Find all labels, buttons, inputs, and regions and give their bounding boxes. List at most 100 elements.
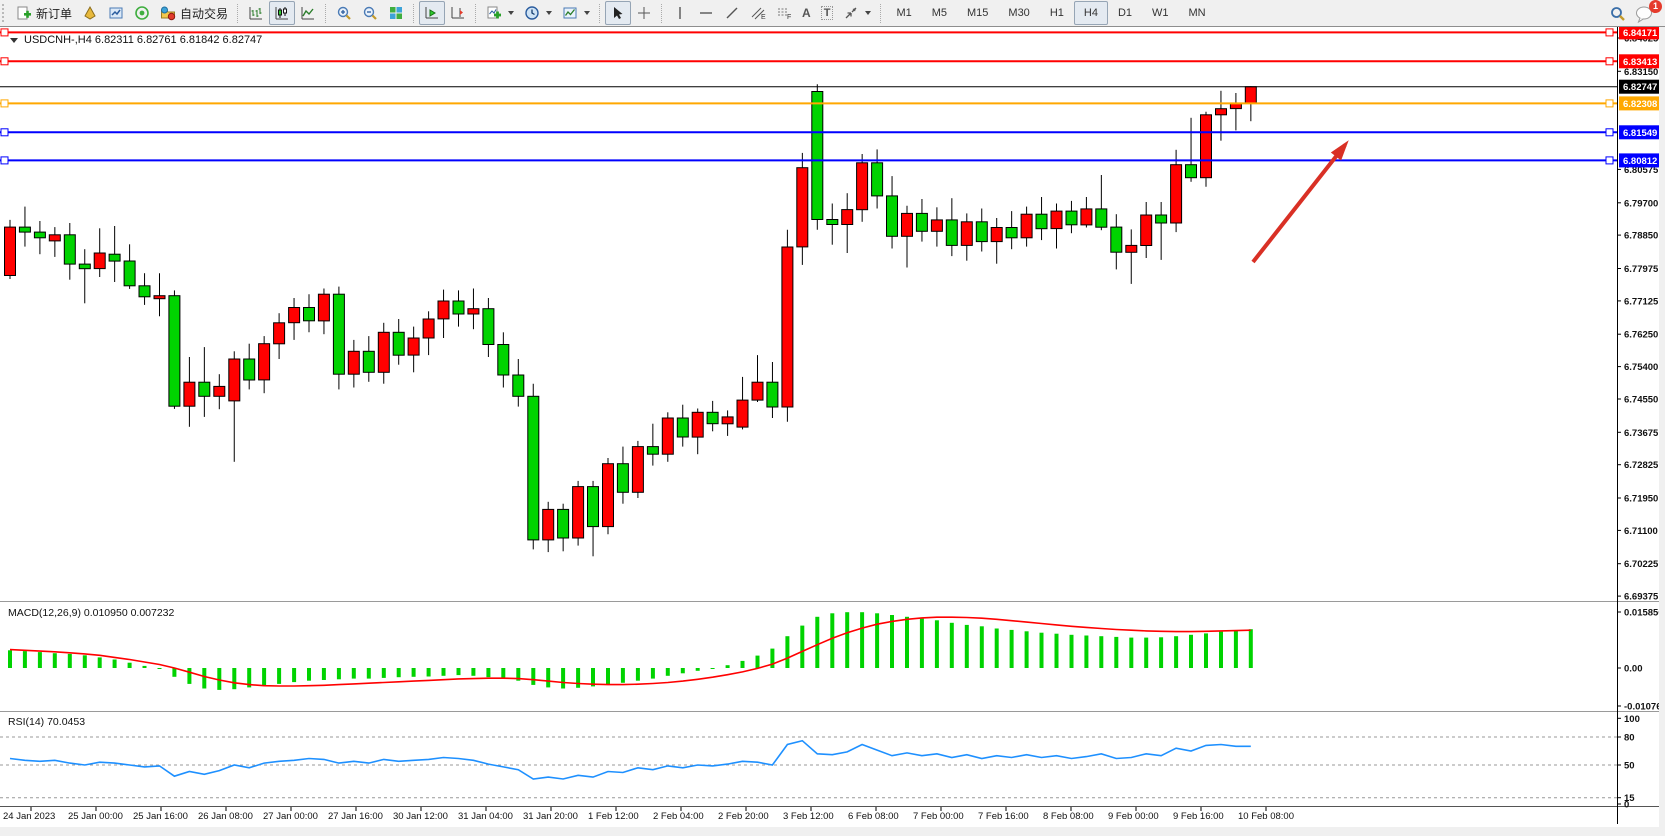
trendline-tool-button[interactable] <box>719 1 745 25</box>
hline-handle[interactable] <box>0 156 9 165</box>
text-label-tool-button[interactable]: T <box>816 1 839 25</box>
collapse-triangle-icon[interactable] <box>10 37 18 43</box>
timeframe-m30-button[interactable]: M30 <box>998 1 1039 25</box>
auto-scroll-button[interactable] <box>419 1 446 25</box>
periods-button[interactable] <box>519 1 557 25</box>
timeframe-h4-button[interactable]: H4 <box>1073 1 1108 25</box>
macd-histogram-bar <box>620 668 625 683</box>
trend-arrow-annotation[interactable] <box>1251 140 1349 264</box>
svg-text:6.83413: 6.83413 <box>1623 57 1657 68</box>
periods-dropdown-arrow[interactable] <box>546 11 553 15</box>
candle-body <box>377 331 390 373</box>
macd-histogram-bar <box>456 668 461 676</box>
candle-body <box>1185 164 1197 179</box>
cursor-tool-button[interactable] <box>605 1 632 25</box>
chart-area[interactable]: 6.840256.831506.805756.797006.788506.779… <box>0 27 1665 836</box>
hline-handle[interactable] <box>1605 156 1614 165</box>
signals-button[interactable] <box>129 1 155 25</box>
text-tool-button[interactable]: A <box>797 1 816 25</box>
search-icon[interactable] <box>1609 5 1625 21</box>
horizontal-line-tool-button[interactable] <box>693 1 719 25</box>
chart-canvas[interactable]: 6.840256.831506.805756.797006.788506.779… <box>0 27 1665 836</box>
macd-histogram-bar <box>1084 635 1089 668</box>
tile-windows-button[interactable] <box>383 1 409 25</box>
macd-histogram-bar <box>1039 632 1044 668</box>
time-axis-label: 25 Jan 00:00 <box>68 811 123 822</box>
hline-handle[interactable] <box>1605 57 1614 66</box>
timeframe-w1-button[interactable]: W1 <box>1142 1 1179 25</box>
timeframe-m5-button[interactable]: M5 <box>922 1 957 25</box>
toolbar-separator <box>325 3 327 23</box>
price-tag <box>1619 27 1663 40</box>
candle-body <box>1065 210 1078 226</box>
hline-handle[interactable] <box>0 99 9 108</box>
candle-body <box>303 307 315 322</box>
arrows-tool-button[interactable] <box>838 1 876 25</box>
line-chart-mode-button[interactable] <box>295 1 321 25</box>
hline-handle[interactable] <box>0 128 9 137</box>
timeframe-mn-button[interactable]: MN <box>1179 1 1216 25</box>
zoom-in-button[interactable] <box>331 1 357 25</box>
timeframe-label: H4 <box>1083 7 1098 19</box>
auto-trading-label: 自动交易 <box>180 6 229 21</box>
hline-handle[interactable] <box>1605 99 1614 108</box>
hline-handle[interactable] <box>0 28 9 37</box>
zoom-out-button[interactable] <box>357 1 383 25</box>
rsi-axis-tick: 80 <box>1624 733 1635 744</box>
indicators-dropdown-arrow[interactable] <box>508 11 515 15</box>
candle-body <box>467 308 480 315</box>
candle-body <box>915 212 928 232</box>
macd-histogram-bar <box>875 613 880 668</box>
crosshair-tool-button[interactable] <box>631 1 657 25</box>
bar-chart-mode-button[interactable] <box>243 1 269 25</box>
horizontal-price-lines[interactable] <box>0 28 1617 165</box>
market-watch-icon <box>108 5 124 21</box>
hline-handle[interactable] <box>1605 28 1614 37</box>
candle-body <box>362 350 375 373</box>
candle-body <box>781 246 794 408</box>
macd-histogram-bar <box>381 668 386 678</box>
auto-trading-icon <box>160 5 176 21</box>
candle-body <box>18 226 31 233</box>
templates-button[interactable] <box>557 1 595 25</box>
fibonacci-tool-button[interactable]: F <box>771 1 797 25</box>
notifications-icon[interactable]: 1 <box>1635 0 1662 24</box>
macd-histogram-bar <box>1129 637 1134 668</box>
hline-handle[interactable] <box>0 57 9 66</box>
arrows-dropdown-arrow[interactable] <box>865 11 872 15</box>
candle-body <box>736 399 749 428</box>
hline-handle[interactable] <box>1605 128 1614 137</box>
macd-histogram-bar <box>830 613 835 668</box>
macd-histogram-bar <box>516 668 521 681</box>
candlestick-icon <box>274 5 290 21</box>
candlestick-mode-button[interactable] <box>269 1 296 25</box>
macd-histogram-bar <box>606 668 610 685</box>
vertical-line-tool-button[interactable] <box>667 1 693 25</box>
timeframe-m1-button[interactable]: M1 <box>886 1 921 25</box>
styler-button[interactable] <box>77 1 103 25</box>
indicators-button[interactable] <box>481 1 519 25</box>
toolbar-grip[interactable] <box>2 4 8 22</box>
equidistant-channel-tool-button[interactable]: E <box>745 1 771 25</box>
svg-text:E: E <box>761 14 766 21</box>
chart-shift-button[interactable] <box>445 1 471 25</box>
price-tag <box>1619 54 1663 69</box>
timeframe-m15-button[interactable]: M15 <box>957 1 998 25</box>
candle-body <box>960 221 973 246</box>
time-axis-label: 26 Jan 08:00 <box>198 811 253 822</box>
timeframe-d1-button[interactable]: D1 <box>1108 1 1142 25</box>
zoom-in-icon <box>336 5 352 21</box>
macd-histogram-bar <box>1144 637 1149 668</box>
macd-axis-tick: 0.015856 <box>1624 608 1664 619</box>
panel-separators[interactable] <box>0 601 1665 807</box>
rsi-panel: 100 80 50 150 <box>0 714 1640 811</box>
timeframe-h1-button[interactable]: H1 <box>1040 1 1074 25</box>
line-chart-icon <box>300 5 316 21</box>
svg-text:6.82747: 6.82747 <box>1623 82 1657 93</box>
candle-body <box>841 209 854 226</box>
auto-trading-button[interactable]: 自动交易 <box>155 1 233 25</box>
templates-dropdown-arrow[interactable] <box>584 11 591 15</box>
market-watch-button[interactable] <box>103 1 129 25</box>
new-order-button[interactable]: 新订单 <box>11 1 77 25</box>
candle-body <box>228 358 241 402</box>
